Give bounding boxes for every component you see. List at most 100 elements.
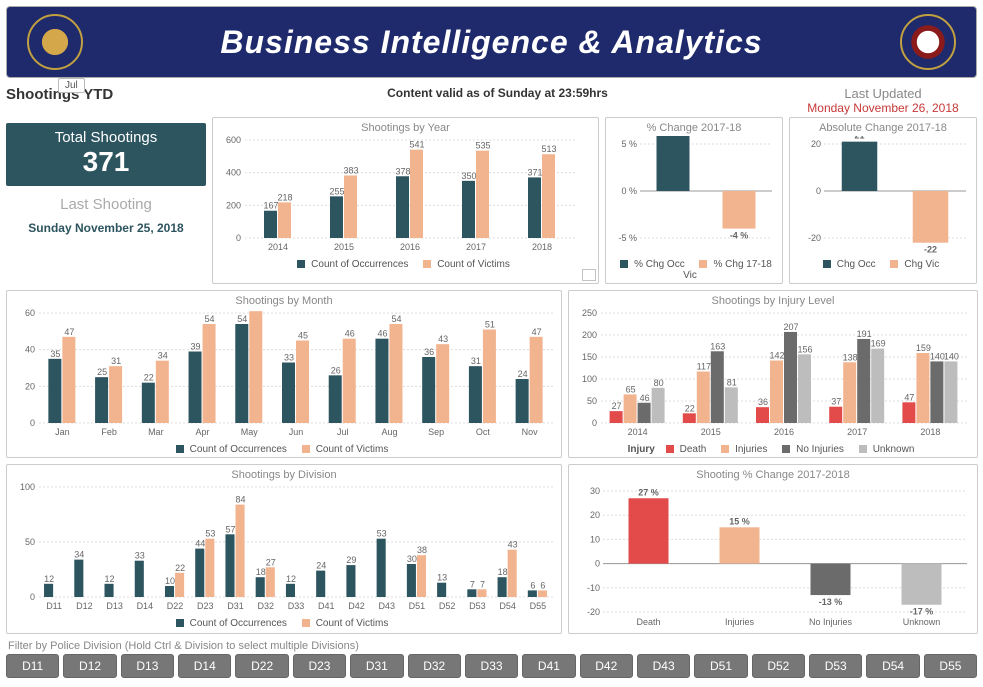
svg-text:-20: -20 (587, 607, 600, 617)
svg-text:255: 255 (329, 186, 344, 196)
svg-text:513: 513 (541, 144, 556, 154)
svg-text:0: 0 (30, 592, 35, 602)
svg-text:22: 22 (685, 403, 695, 413)
svg-text:0 %: 0 % (621, 186, 637, 196)
svg-text:33: 33 (135, 551, 145, 561)
total-shootings-card: Total Shootings 371 (6, 123, 206, 186)
svg-text:D52: D52 (439, 601, 456, 611)
filter-button-d53[interactable]: D53 (809, 654, 862, 678)
svg-text:7: 7 (480, 579, 485, 589)
filter-button-d55[interactable]: D55 (924, 654, 977, 678)
chart-title: Shootings by Injury Level (575, 295, 971, 307)
focus-mode-icon[interactable] (582, 269, 596, 281)
svg-text:18: 18 (256, 567, 266, 577)
last-updated-date: Monday November 26, 2018 (789, 101, 977, 115)
chart-abs-change[interactable]: Absolute Change 2017-18 -2002021-22 Chg … (789, 117, 977, 284)
svg-text:167: 167 (263, 201, 278, 211)
svg-text:D32: D32 (258, 601, 275, 611)
last-updated-label: Last Updated (789, 86, 977, 101)
filter-button-d14[interactable]: D14 (178, 654, 231, 678)
svg-text:33: 33 (284, 353, 294, 363)
svg-text:54: 54 (391, 314, 401, 324)
filter-button-d33[interactable]: D33 (465, 654, 518, 678)
filter-button-d12[interactable]: D12 (63, 654, 116, 678)
filter-button-d51[interactable]: D51 (694, 654, 747, 678)
chart-pct-change-injury[interactable]: Shooting % Change 2017-2018 -20-10010203… (568, 464, 978, 634)
svg-text:47: 47 (904, 392, 914, 402)
svg-text:191: 191 (857, 329, 872, 339)
chart-shootings-by-division[interactable]: Shootings by Division 05010012D1134D1212… (6, 464, 562, 634)
svg-text:142: 142 (769, 351, 784, 361)
filter-button-d41[interactable]: D41 (522, 654, 575, 678)
chart-title: Shootings by Year (219, 122, 592, 134)
chart-title: Shootings by Division (13, 469, 555, 481)
chart-title: Absolute Change 2017-18 (796, 122, 970, 134)
svg-text:250: 250 (582, 309, 597, 318)
svg-text:34: 34 (158, 351, 168, 361)
svg-text:45: 45 (298, 331, 308, 341)
svg-text:371: 371 (527, 167, 542, 177)
filter-button-d54[interactable]: D54 (866, 654, 919, 678)
svg-text:0: 0 (816, 186, 821, 196)
filter-button-d43[interactable]: D43 (637, 654, 690, 678)
svg-text:29: 29 (346, 555, 356, 565)
svg-text:84: 84 (236, 495, 246, 505)
svg-text:10: 10 (165, 576, 175, 586)
chart-title: Shootings by Month (13, 295, 555, 307)
svg-text:30: 30 (407, 554, 417, 564)
svg-text:5 %: 5 % (621, 139, 637, 149)
svg-text:30: 30 (590, 486, 600, 496)
chart-shootings-by-injury[interactable]: Shootings by Injury Level 05010015020025… (568, 290, 978, 458)
filter-button-d32[interactable]: D32 (408, 654, 461, 678)
svg-text:Unknown: Unknown (903, 617, 941, 627)
filter-button-d23[interactable]: D23 (293, 654, 346, 678)
chart-shootings-by-month[interactable]: Shootings by Month 02040603547Jan2531Feb… (6, 290, 562, 458)
svg-text:47: 47 (532, 327, 542, 337)
svg-text:50: 50 (587, 396, 597, 406)
svg-text:53: 53 (377, 529, 387, 539)
filter-button-d52[interactable]: D52 (752, 654, 805, 678)
svg-text:D12: D12 (76, 601, 93, 611)
svg-text:-20: -20 (808, 233, 821, 243)
svg-text:0: 0 (592, 418, 597, 428)
svg-text:46: 46 (345, 329, 355, 339)
chart-pct-change[interactable]: % Change 2017-18 -5 %0 %5 %6 %-4 % % Chg… (605, 117, 783, 284)
svg-text:2014: 2014 (628, 427, 648, 437)
filter-button-d31[interactable]: D31 (350, 654, 403, 678)
svg-text:D23: D23 (197, 601, 214, 611)
svg-text:50: 50 (25, 537, 35, 547)
filter-button-d22[interactable]: D22 (235, 654, 288, 678)
svg-text:18: 18 (498, 567, 508, 577)
svg-text:2016: 2016 (400, 242, 420, 252)
svg-text:207: 207 (783, 322, 798, 332)
svg-text:Mar: Mar (148, 427, 164, 437)
svg-text:163: 163 (710, 341, 725, 351)
svg-text:44: 44 (195, 539, 205, 549)
svg-text:-22: -22 (924, 245, 937, 254)
svg-text:Feb: Feb (101, 427, 117, 437)
svg-text:D33: D33 (288, 601, 305, 611)
filter-button-d11[interactable]: D11 (6, 654, 59, 678)
chart-title: Shooting % Change 2017-2018 (575, 469, 971, 481)
filter-button-d42[interactable]: D42 (580, 654, 633, 678)
svg-text:57: 57 (225, 524, 235, 534)
filter-button-d13[interactable]: D13 (121, 654, 174, 678)
svg-text:80: 80 (654, 378, 664, 388)
svg-text:34: 34 (74, 550, 84, 560)
total-shootings-value: 371 (6, 146, 206, 178)
svg-text:36: 36 (424, 347, 434, 357)
svg-text:117: 117 (697, 362, 711, 372)
svg-text:6: 6 (530, 580, 535, 590)
svg-text:169: 169 (871, 339, 886, 349)
content-valid-text: Content valid as of Sunday at 23:59hrs (214, 86, 781, 115)
legend-abs: Chg Occ Chg Vic (796, 259, 970, 270)
svg-text:D41: D41 (318, 601, 335, 611)
svg-text:200: 200 (226, 200, 241, 210)
svg-text:2015: 2015 (334, 242, 354, 252)
svg-text:D54: D54 (499, 601, 516, 611)
chart-shootings-by-year[interactable]: Shootings by Year 0200400600167218201425… (212, 117, 599, 284)
svg-text:D51: D51 (409, 601, 426, 611)
hover-tooltip: Jul (58, 78, 85, 93)
svg-text:0: 0 (595, 559, 600, 569)
svg-text:37: 37 (831, 397, 841, 407)
